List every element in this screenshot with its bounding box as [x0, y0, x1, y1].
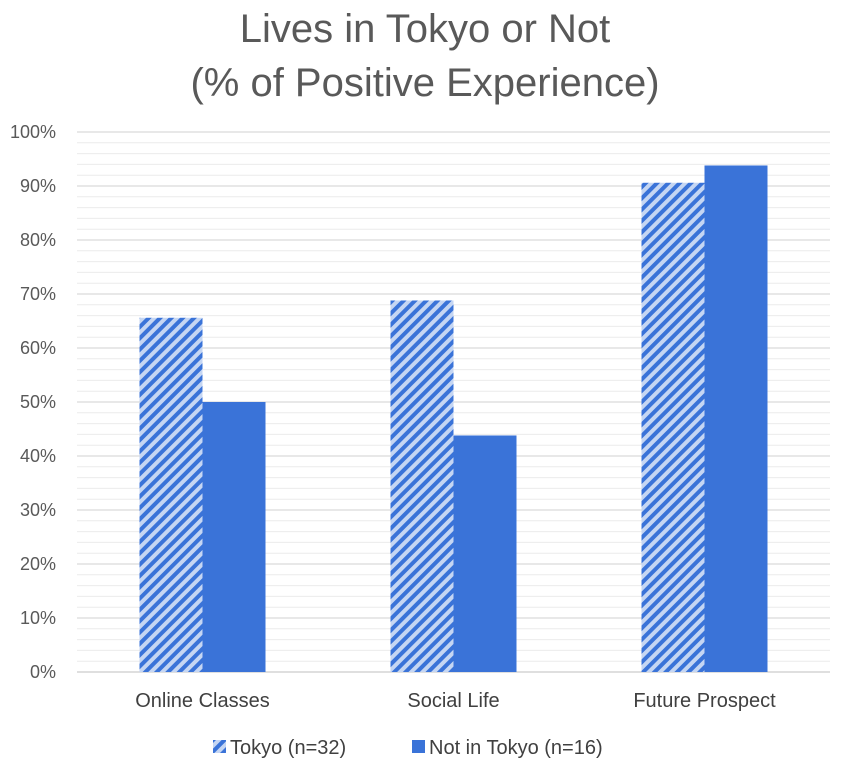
- bar-tokyo-0: [139, 317, 203, 672]
- y-tick-label: 90%: [20, 176, 56, 196]
- chart-title-line-1: Lives in Tokyo or Not: [240, 7, 611, 51]
- bar-tokyo-2: [641, 182, 705, 672]
- y-tick-label: 50%: [20, 392, 56, 412]
- legend-label-tokyo: Tokyo (n=32): [230, 737, 346, 759]
- legend: Tokyo (n=32) Not in Tokyo (n=16): [213, 737, 603, 759]
- y-tick-label: 80%: [20, 230, 56, 250]
- bars: [139, 165, 768, 673]
- chart-title-line-2: (% of Positive Experience): [190, 61, 659, 105]
- bar-not-in-tokyo-1: [453, 435, 517, 672]
- y-tick-label: 100%: [10, 122, 56, 142]
- bar-tokyo-1: [390, 300, 454, 672]
- y-tick-label: 10%: [20, 608, 56, 628]
- y-tick-label: 70%: [20, 284, 56, 304]
- y-tick-label: 40%: [20, 446, 56, 466]
- x-tick-label: Future Prospect: [633, 690, 776, 712]
- legend-swatch-tokyo: [213, 740, 226, 753]
- y-tick-label: 20%: [20, 554, 56, 574]
- x-tick-label: Social Life: [407, 690, 499, 712]
- x-tick-label: Online Classes: [135, 690, 270, 712]
- legend-swatch-not-in-tokyo: [412, 740, 425, 753]
- y-tick-label: 0%: [30, 662, 56, 682]
- y-tick-label: 60%: [20, 338, 56, 358]
- bar-not-in-tokyo-2: [704, 165, 768, 673]
- y-tick-label: 30%: [20, 500, 56, 520]
- x-axis-ticks: Online Classes Social Life Future Prospect: [135, 690, 776, 712]
- bar-not-in-tokyo-0: [202, 402, 266, 672]
- legend-label-not-in-tokyo: Not in Tokyo (n=16): [429, 737, 603, 759]
- y-axis-ticks: 0% 10% 20% 30% 40% 50% 60% 70% 80% 90% 100%: [10, 122, 56, 682]
